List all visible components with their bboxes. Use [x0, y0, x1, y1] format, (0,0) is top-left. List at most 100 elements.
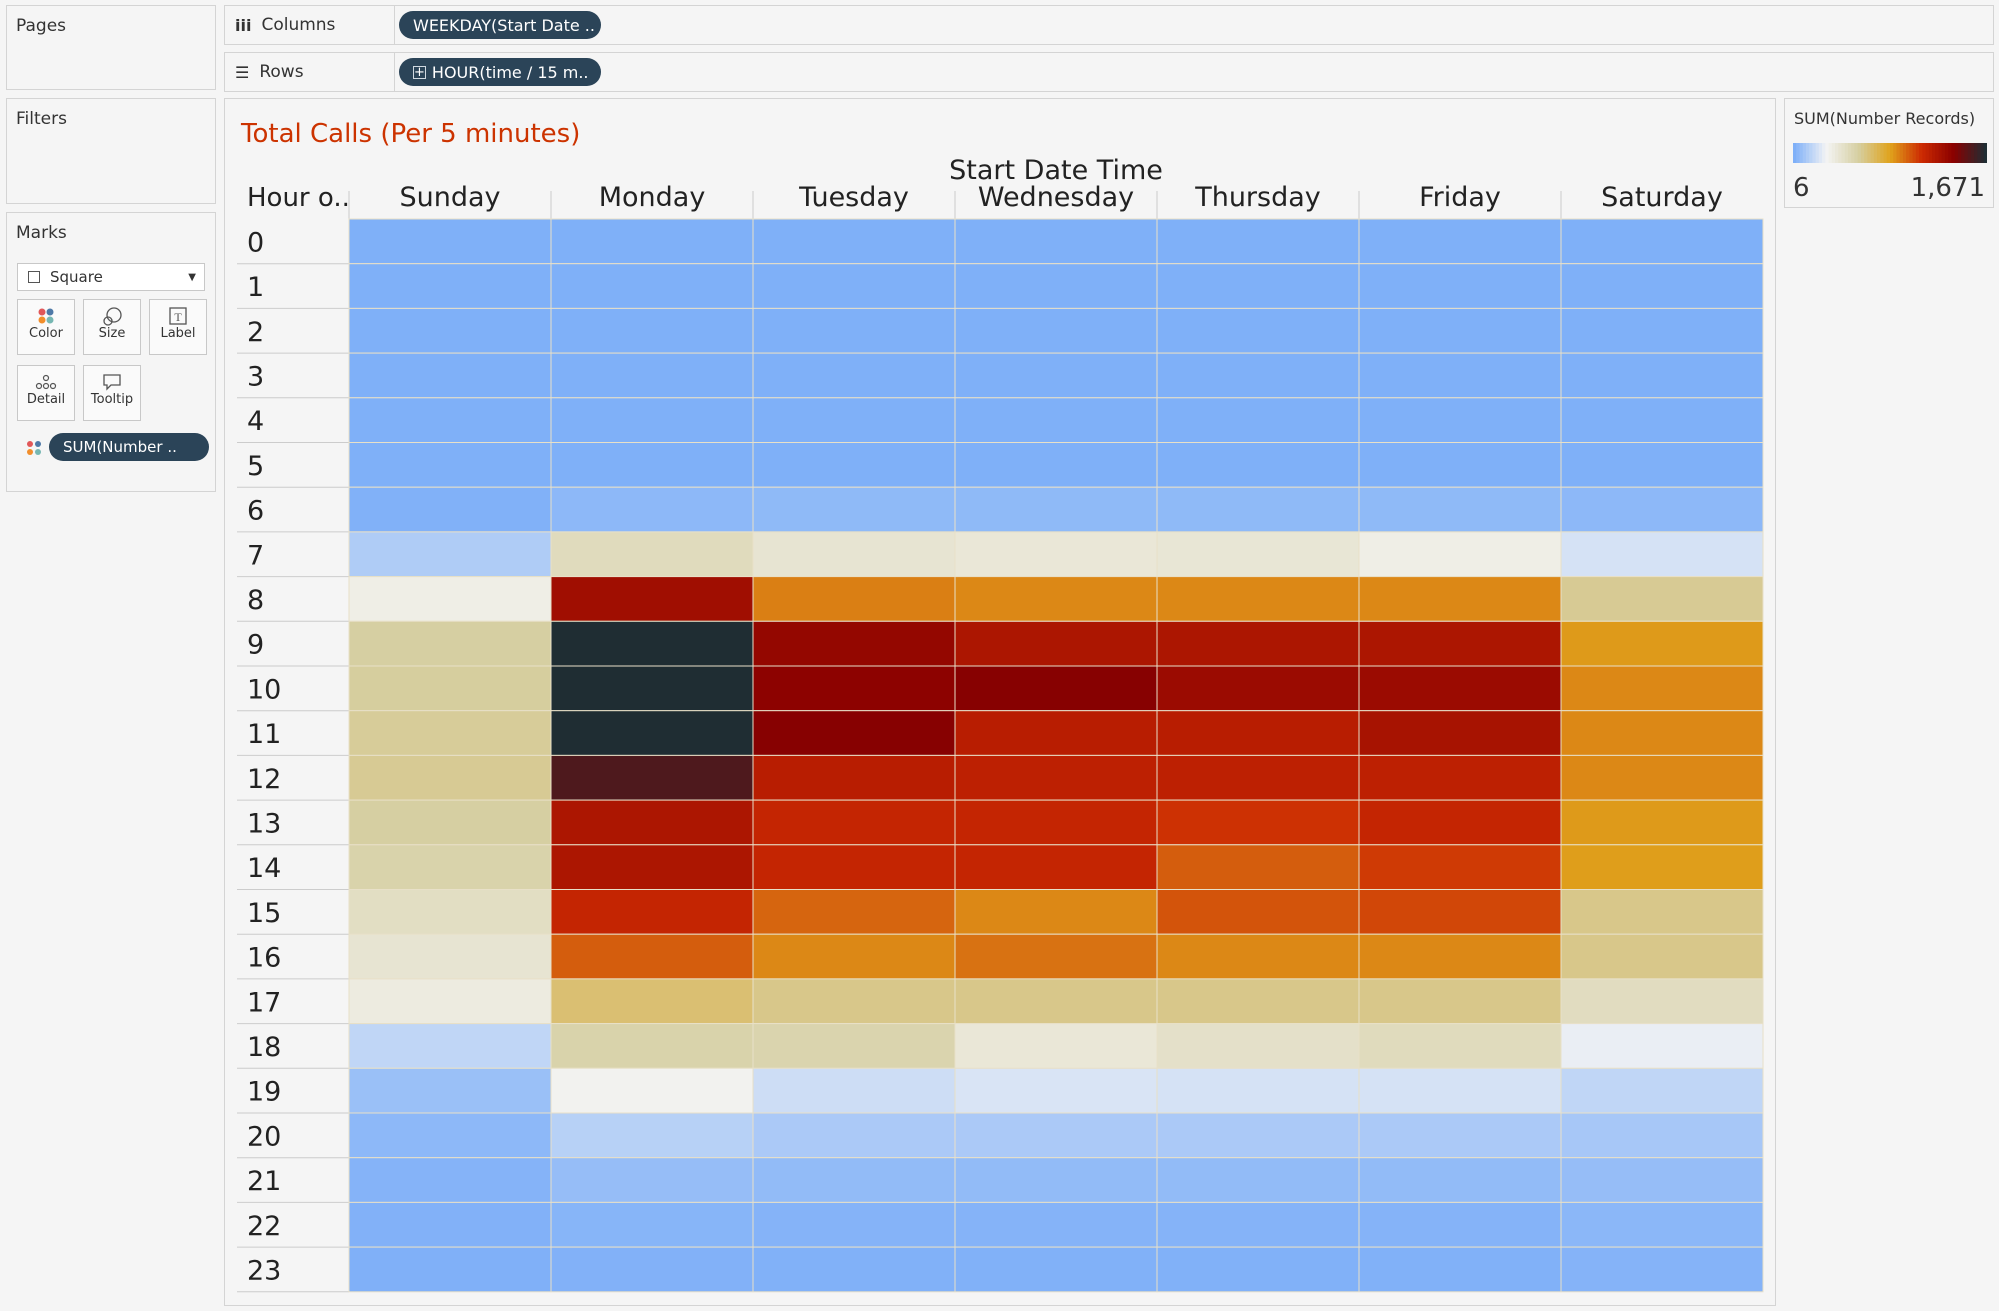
- legend-swatch: [1854, 143, 1859, 163]
- heatmap-cell: [1560, 486, 1764, 533]
- heatmap-cell: [752, 442, 956, 488]
- heatmap-cell: [752, 1157, 956, 1203]
- heatmap-cell: [1156, 1201, 1360, 1248]
- rows-pill[interactable]: + HOUR(time / 15 m..: [399, 58, 601, 86]
- legend-swatch: [1860, 143, 1865, 163]
- expand-icon: +: [413, 64, 426, 80]
- columns-shelf[interactable]: iii Columns WEEKDAY(Start Date ..: [224, 5, 1994, 45]
- heatmap-cell: [752, 889, 956, 935]
- legend-swatch: [1793, 143, 1797, 163]
- heatmap-cell: [1358, 1112, 1562, 1159]
- heatmap-cell: [348, 352, 552, 399]
- heatmap-cell: [752, 620, 956, 667]
- heatmap-cell: [550, 442, 754, 488]
- heatmap-cell: [348, 978, 552, 1025]
- columns-shelf-label: iii Columns: [225, 6, 395, 44]
- heatmap-cell: [1156, 442, 1360, 488]
- tooltip-button[interactable]: Tooltip: [83, 365, 141, 421]
- heatmap-cell: [1560, 218, 1764, 265]
- heatmap-cell: [550, 799, 754, 846]
- heatmap-cell: [954, 754, 1158, 801]
- mark-type-dropdown[interactable]: Square ▼: [17, 263, 205, 291]
- color-legend[interactable]: SUM(Number Records) 6 1,671: [1784, 98, 1994, 208]
- heatmap-cell: [954, 1067, 1158, 1114]
- legend-title: SUM(Number Records): [1794, 109, 1976, 128]
- heatmap-cell: [550, 352, 754, 399]
- rows-shelf-label: ☰ Rows: [225, 53, 395, 91]
- heatmap-cell: [550, 1023, 754, 1069]
- detail-icon: [18, 366, 74, 392]
- label-button[interactable]: T Label: [149, 299, 207, 355]
- legend-swatch: [1974, 143, 1978, 163]
- heatmap-cell: [1560, 1246, 1764, 1293]
- heatmap-cell: [1156, 1112, 1360, 1159]
- heatmap-cell: [550, 844, 754, 890]
- heatmap-cell: [348, 799, 552, 846]
- legend-swatch: [1941, 143, 1946, 163]
- heatmap-cell: [954, 1023, 1158, 1069]
- legend-swatch: [1967, 143, 1972, 163]
- legend-swatch: [1944, 143, 1949, 163]
- heatmap-cell: [1358, 665, 1562, 712]
- color-button-label: Color: [29, 326, 63, 341]
- rows-icon: ☰: [235, 62, 250, 82]
- legend-swatch: [1802, 143, 1807, 163]
- tooltip-button-label: Tooltip: [90, 392, 134, 407]
- legend-min-label: 6: [1793, 173, 1810, 203]
- legend-swatch: [1877, 143, 1881, 163]
- heatmap-cell: [1156, 397, 1360, 443]
- row-label: 19: [247, 1077, 281, 1108]
- column-group-header: Start Date Time: [949, 155, 1163, 186]
- heatmap-cell: [1560, 263, 1764, 309]
- heatmap-cell: [550, 1201, 754, 1248]
- heatmap-cell: [954, 978, 1158, 1025]
- row-label: 22: [247, 1211, 281, 1242]
- heatmap-cell: [1358, 710, 1562, 756]
- pages-panel: Pages: [6, 5, 216, 90]
- color-button[interactable]: Color: [17, 299, 75, 355]
- marks-label: Marks: [16, 223, 67, 243]
- legend-swatch: [1796, 143, 1800, 163]
- legend-swatch: [1893, 143, 1897, 163]
- heatmap-cell: [348, 531, 552, 578]
- row-label: 1: [247, 272, 264, 303]
- rows-shelf[interactable]: ☰ Rows + HOUR(time / 15 m..: [224, 52, 1994, 92]
- row-label: 11: [247, 719, 281, 750]
- legend-swatch: [1970, 143, 1975, 163]
- heatmap-cell: [1156, 933, 1360, 980]
- heatmap-cell: [1156, 1157, 1360, 1203]
- row-label: 17: [247, 987, 281, 1018]
- legend-swatch: [1932, 143, 1936, 163]
- legend-swatch: [1822, 143, 1826, 163]
- heatmap-cell: [954, 263, 1158, 309]
- legend-swatch: [1938, 143, 1943, 163]
- heatmap-cell: [1156, 665, 1360, 712]
- heatmap-cell: [348, 307, 552, 354]
- filters-panel[interactable]: Filters: [6, 98, 216, 204]
- rows-label: Rows: [259, 62, 304, 82]
- heatmap-cell: [550, 218, 754, 265]
- chevron-down-icon: ▼: [188, 272, 196, 283]
- size-button[interactable]: Size: [83, 299, 141, 355]
- legend-swatch: [1912, 143, 1917, 163]
- color-field-pill[interactable]: SUM(Number ..: [49, 433, 209, 461]
- detail-button[interactable]: Detail: [17, 365, 75, 421]
- legend-color-ramp: [1793, 143, 1987, 163]
- columns-pill[interactable]: WEEKDAY(Start Date ..: [399, 11, 601, 39]
- heatmap-cell: [550, 307, 754, 354]
- legend-swatch: [1799, 143, 1804, 163]
- legend-swatch: [1809, 143, 1813, 163]
- legend-swatch: [1835, 143, 1839, 163]
- legend-swatch: [1841, 143, 1846, 163]
- heatmap-cell: [752, 1246, 956, 1293]
- square-icon: [28, 271, 40, 283]
- columns-icon: iii: [235, 15, 252, 35]
- heatmap-cell: [1156, 1246, 1360, 1293]
- heatmap-cell: [954, 844, 1158, 890]
- legend-swatch: [1844, 143, 1849, 163]
- legend-swatch: [1909, 143, 1914, 163]
- heatmap-cell: [752, 397, 956, 443]
- heatmap-cell: [348, 442, 552, 488]
- legend-swatch: [1831, 143, 1836, 163]
- heatmap-cell: [1358, 307, 1562, 354]
